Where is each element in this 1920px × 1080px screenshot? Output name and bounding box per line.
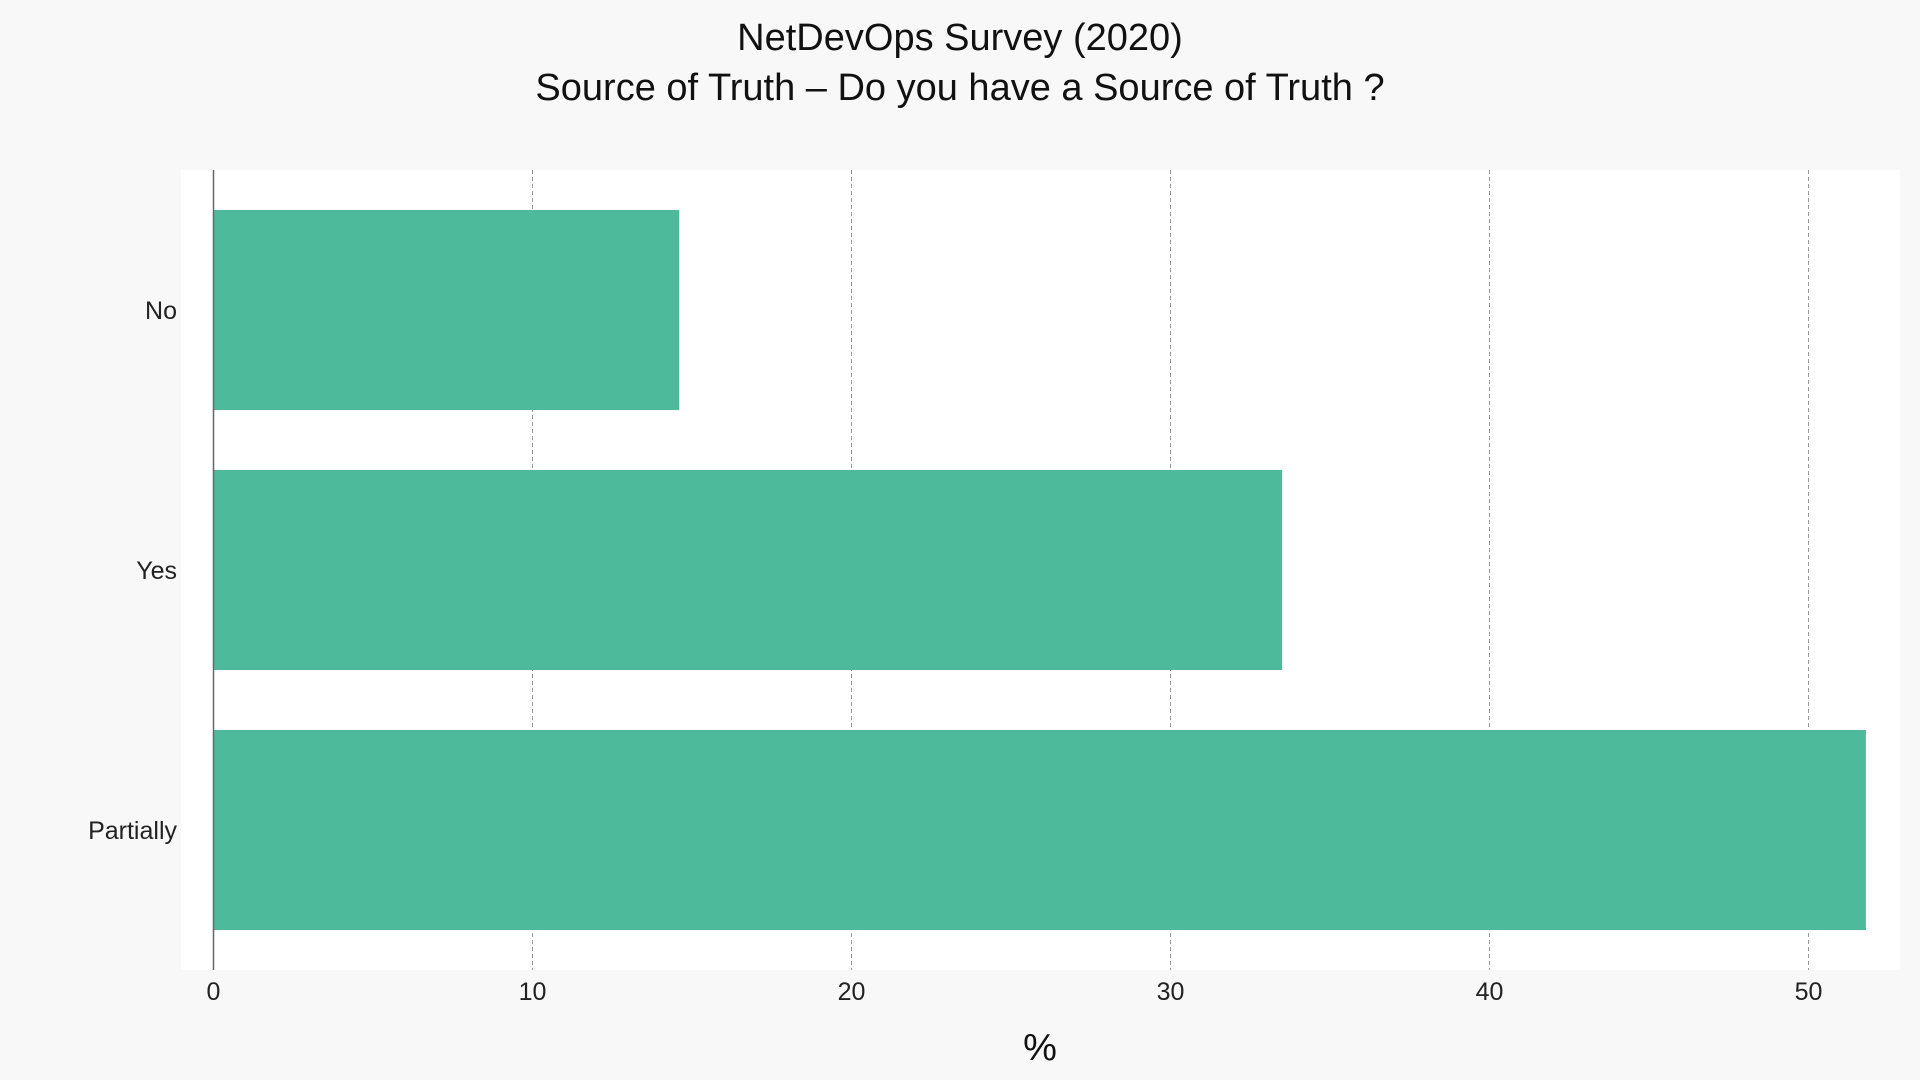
chart-subtitle: Source of Truth – Do you have a Source o… — [535, 67, 1384, 109]
y-tick-label-partially: Partially — [88, 817, 177, 845]
x-tick-label-10: 10 — [519, 978, 547, 1006]
y-tick-label-no: No — [145, 297, 177, 325]
x-tick-label-0: 0 — [207, 978, 221, 1006]
x-axis-label: % — [1023, 1027, 1057, 1069]
x-tick-labels: 0 10 20 30 40 50 — [207, 978, 1823, 1006]
bar-yes — [213, 470, 1283, 670]
x-tick-label-20: 20 — [838, 978, 866, 1006]
bars — [213, 210, 1866, 930]
x-tick-label-50: 50 — [1795, 978, 1823, 1006]
x-tick-label-40: 40 — [1476, 978, 1504, 1006]
y-tick-labels: No Yes Partially — [88, 297, 177, 845]
x-tick-label-30: 30 — [1157, 978, 1185, 1006]
bar-partially — [213, 730, 1866, 930]
chart-title: NetDevOps Survey (2020) — [737, 17, 1183, 59]
y-tick-label-yes: Yes — [136, 557, 177, 585]
bar-no — [213, 210, 680, 410]
